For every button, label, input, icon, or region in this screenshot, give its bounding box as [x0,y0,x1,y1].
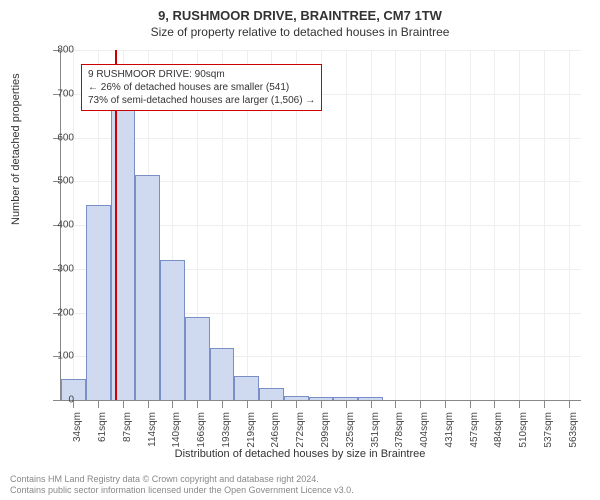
histogram-bar [135,175,160,400]
x-tick-label: 457sqm [469,412,480,452]
y-tick-label: 400 [44,220,74,231]
x-tick [271,400,272,408]
x-tick [420,400,421,408]
grid-line [371,50,372,400]
annotation-line: ← 26% of detached houses are smaller (54… [88,81,315,94]
x-tick-label: 325sqm [345,412,356,452]
footer-line-2: Contains public sector information licen… [10,485,354,496]
grid-line [420,50,421,400]
grid-line [395,50,396,400]
histogram-bar [185,317,210,400]
grid-line [470,50,471,400]
x-tick-label: 431sqm [444,412,455,452]
x-tick [321,400,322,408]
footer-attribution: Contains HM Land Registry data © Crown c… [10,474,354,496]
x-tick-label: 299sqm [320,412,331,452]
grid-line [544,50,545,400]
x-tick [395,400,396,408]
grid-line [494,50,495,400]
x-tick-label: 563sqm [568,412,579,452]
annotation-line: 9 RUSHMOOR DRIVE: 90sqm [88,68,315,81]
x-tick-label: 140sqm [171,412,182,452]
y-tick-label: 100 [44,351,74,362]
x-tick [222,400,223,408]
y-tick-label: 500 [44,176,74,187]
y-tick-label: 200 [44,307,74,318]
x-tick [494,400,495,408]
x-tick-label: 34sqm [72,412,83,452]
x-tick-label: 537sqm [543,412,554,452]
grid-line [519,50,520,400]
x-tick-label: 193sqm [221,412,232,452]
x-tick-label: 272sqm [295,412,306,452]
x-tick-label: 61sqm [97,412,108,452]
annotation-box: 9 RUSHMOOR DRIVE: 90sqm← 26% of detached… [81,64,322,111]
y-tick-label: 800 [44,45,74,56]
grid-line [346,50,347,400]
x-tick-label: 484sqm [493,412,504,452]
x-tick-label: 114sqm [147,412,158,452]
y-tick-label: 300 [44,263,74,274]
x-tick [470,400,471,408]
grid-line [445,50,446,400]
y-tick-label: 0 [44,395,74,406]
x-tick [296,400,297,408]
y-axis-title: Number of detached properties [10,73,22,225]
x-tick-label: 510sqm [518,412,529,452]
histogram-bar [86,205,111,400]
x-tick [247,400,248,408]
x-tick-label: 378sqm [394,412,405,452]
x-tick-label: 166sqm [196,412,207,452]
x-tick-label: 87sqm [122,412,133,452]
x-tick-label: 351sqm [370,412,381,452]
y-tick-label: 600 [44,132,74,143]
histogram-bar [160,260,185,400]
page-subtitle: Size of property relative to detached ho… [0,23,600,39]
annotation-line: 73% of semi-detached houses are larger (… [88,94,315,107]
histogram-bar [234,376,259,400]
page-title: 9, RUSHMOOR DRIVE, BRAINTREE, CM7 1TW [0,0,600,23]
y-tick-label: 700 [44,88,74,99]
x-tick [544,400,545,408]
footer-line-1: Contains HM Land Registry data © Crown c… [10,474,354,485]
x-tick-label: 219sqm [246,412,257,452]
x-tick [346,400,347,408]
x-tick-label: 246sqm [270,412,281,452]
x-tick [148,400,149,408]
x-tick [98,400,99,408]
x-tick [197,400,198,408]
x-tick-label: 404sqm [419,412,430,452]
x-tick [569,400,570,408]
histogram-bar [210,348,235,401]
x-tick [123,400,124,408]
x-tick [172,400,173,408]
histogram-plot: 9 RUSHMOOR DRIVE: 90sqm← 26% of detached… [60,50,581,401]
grid-line [569,50,570,400]
x-tick [445,400,446,408]
histogram-bar [259,388,284,400]
x-tick [371,400,372,408]
chart-container: 9, RUSHMOOR DRIVE, BRAINTREE, CM7 1TW Si… [0,0,600,500]
x-tick [519,400,520,408]
